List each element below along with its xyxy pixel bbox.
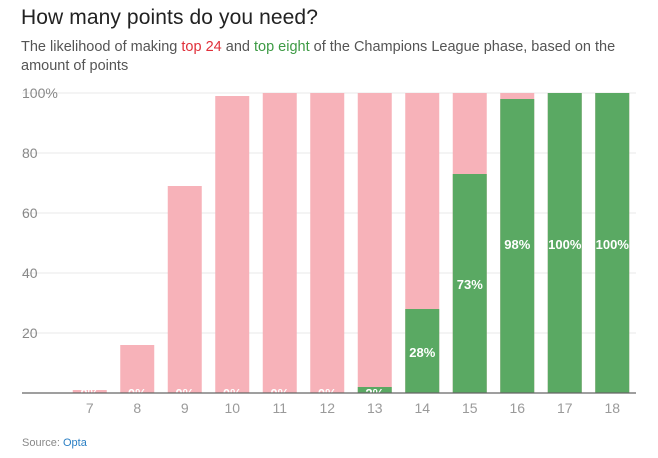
x-tick-label: 18: [604, 400, 620, 416]
x-tick-label: 14: [414, 400, 430, 416]
bar-data-label: 73%: [457, 277, 483, 292]
bar-data-label: 28%: [409, 345, 435, 360]
x-tick-label: 10: [224, 400, 240, 416]
x-tick-label: 16: [509, 400, 525, 416]
bar-top8: [500, 99, 535, 393]
x-tick-label: 11: [272, 400, 287, 416]
x-tick-label: 12: [319, 400, 335, 416]
source-prefix: Source:: [22, 437, 63, 449]
chart-title: How many points do you need?: [21, 6, 318, 29]
bar-data-label: 100%: [548, 237, 582, 252]
bar-top24: [357, 93, 392, 393]
subtitle-text-and: and: [221, 39, 254, 55]
bar-top24: [120, 345, 155, 393]
bar-top8: [547, 93, 582, 393]
subtitle-text-start: The likelihood of making: [21, 39, 182, 55]
source-note: Source: Opta: [22, 437, 87, 449]
bar-top24: [310, 93, 345, 393]
bar-top8: [452, 174, 487, 393]
y-tick-label: 60: [22, 205, 38, 221]
bar-top24: [72, 390, 107, 393]
bar-chart: 100%806040200%70%80%90%100%110%122%1328%…: [22, 85, 636, 416]
bar-top8: [357, 387, 392, 393]
x-tick-label: 15: [462, 400, 478, 416]
x-tick-label: 13: [367, 400, 383, 416]
legend-top8: top eight: [253, 39, 310, 55]
x-tick-label: 9: [181, 400, 189, 416]
y-tick-label: 20: [22, 325, 38, 341]
chart-subtitle: The likelihood of making top 24 and top …: [21, 38, 641, 76]
x-tick-label: 7: [86, 400, 94, 416]
x-tick-label: 8: [133, 400, 141, 416]
bar-data-label: 100%: [596, 237, 630, 252]
bar-top8: [405, 309, 440, 393]
bar-top24: [167, 186, 202, 393]
source-link[interactable]: Opta: [62, 437, 87, 449]
bar-data-label: 98%: [504, 237, 530, 252]
legend-top24: top 24: [181, 39, 222, 55]
bar-top24: [262, 93, 297, 393]
subtitle-text-end: of the Champions League phase, based on …: [21, 39, 616, 74]
y-tick-label: 100%: [22, 85, 58, 101]
bar-top8: [595, 93, 630, 393]
bar-top24: [215, 96, 250, 393]
x-tick-label: 17: [557, 400, 573, 416]
y-tick-label: 40: [22, 265, 38, 281]
y-tick-label: 80: [22, 145, 38, 161]
